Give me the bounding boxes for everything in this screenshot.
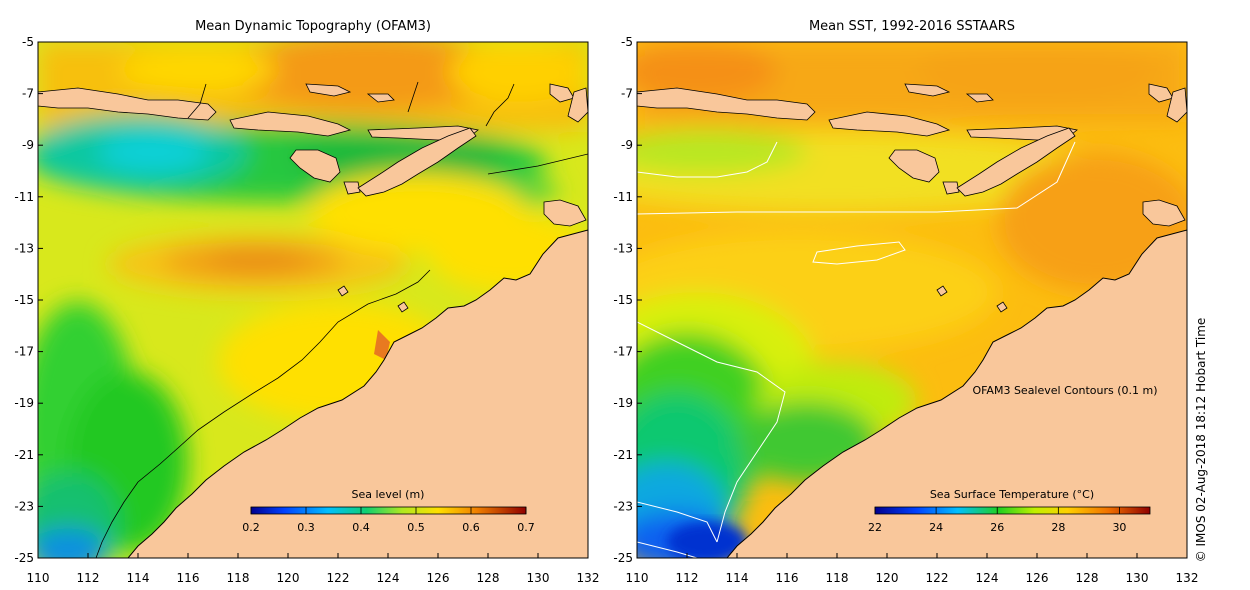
x-tick-label: 112 bbox=[676, 571, 699, 585]
y-tick-label: -19 bbox=[14, 396, 34, 410]
topography-colorbar: Sea level (m) 0.2 0.3 0.4 0.5 0.6 0.7 bbox=[242, 488, 535, 534]
x-tick-label: 130 bbox=[527, 571, 550, 585]
colorbar-tick-label: 0.2 bbox=[242, 521, 260, 534]
y-tick-label: -17 bbox=[14, 345, 34, 359]
colorbar-tick-label: 0.3 bbox=[297, 521, 315, 534]
x-tick-label: 120 bbox=[277, 571, 300, 585]
colorbar-tick-label: 0.6 bbox=[462, 521, 480, 534]
y-tick-label: -23 bbox=[14, 499, 34, 513]
sst-map bbox=[637, 42, 1187, 558]
y-tick-label: -19 bbox=[613, 396, 633, 410]
topography-title: Mean Dynamic Topography (OFAM3) bbox=[195, 19, 431, 34]
x-tick-label: 114 bbox=[726, 571, 749, 585]
y-tick-label: -21 bbox=[613, 448, 633, 462]
x-tick-label: 110 bbox=[27, 571, 50, 585]
sst-title: Mean SST, 1992-2016 SSTAARS bbox=[809, 19, 1015, 34]
imos-credit: © IMOS 02-Aug-2018 18:12 Hobart Time bbox=[1194, 318, 1208, 563]
x-tick-label: 126 bbox=[427, 571, 450, 585]
x-tick-label: 126 bbox=[1026, 571, 1049, 585]
topography-panel: Mean Dynamic Topography (OFAM3) bbox=[37, 19, 589, 559]
sst-colorbar: Sea Surface Temperature (°C) 22 24 26 28 30 bbox=[868, 488, 1151, 534]
x-tick-label: 118 bbox=[227, 571, 250, 585]
y-tick-label: -25 bbox=[613, 551, 633, 565]
x-tick-label: 116 bbox=[177, 571, 200, 585]
y-tick-label: -5 bbox=[22, 35, 34, 49]
colorbar-tick-label: 28 bbox=[1051, 521, 1065, 534]
x-tick-label: 116 bbox=[776, 571, 799, 585]
colorbar-tick-label: 0.4 bbox=[352, 521, 370, 534]
y-tick-label: -7 bbox=[22, 87, 34, 101]
sst-panel: Mean SST, 1992-2016 SSTAARS bbox=[636, 19, 1188, 559]
colorbar-tick-label: 26 bbox=[990, 521, 1004, 534]
y-tick-label: -25 bbox=[14, 551, 34, 565]
y-tick-label: -9 bbox=[621, 138, 633, 152]
y-tick-label: -15 bbox=[613, 293, 633, 307]
y-tick-label: -23 bbox=[613, 499, 633, 513]
y-tick-label: -15 bbox=[14, 293, 34, 307]
colorbar-tick-label: 0.5 bbox=[407, 521, 425, 534]
colorbar-tick-label: 22 bbox=[868, 521, 882, 534]
colorbar-tick-label: 0.7 bbox=[517, 521, 535, 534]
y-tick-label: -17 bbox=[613, 345, 633, 359]
x-tick-label: 128 bbox=[1076, 571, 1099, 585]
x-tick-label: 132 bbox=[577, 571, 600, 585]
y-tick-label: -11 bbox=[613, 190, 633, 204]
x-tick-label: 122 bbox=[926, 571, 949, 585]
x-tick-label: 118 bbox=[826, 571, 849, 585]
x-tick-label: 122 bbox=[327, 571, 350, 585]
x-tick-label: 114 bbox=[127, 571, 150, 585]
x-tick-label: 110 bbox=[626, 571, 649, 585]
contour-annotation: OFAM3 Sealevel Contours (0.1 m) bbox=[972, 384, 1157, 397]
y-tick-label: -5 bbox=[621, 35, 633, 49]
x-tick-label: 112 bbox=[77, 571, 100, 585]
x-tick-label: 128 bbox=[477, 571, 500, 585]
colorbar-tick-label: 24 bbox=[929, 521, 943, 534]
x-tick-label: 120 bbox=[876, 571, 899, 585]
y-tick-label: -11 bbox=[14, 190, 34, 204]
x-tick-label: 124 bbox=[976, 571, 999, 585]
y-tick-label: -7 bbox=[621, 87, 633, 101]
y-tick-label: -9 bbox=[22, 138, 34, 152]
y-tick-label: -13 bbox=[14, 241, 34, 255]
y-tick-label: -21 bbox=[14, 448, 34, 462]
x-tick-label: 130 bbox=[1126, 571, 1149, 585]
x-tick-label: 132 bbox=[1176, 571, 1199, 585]
topography-map bbox=[38, 42, 588, 558]
topography-colorbar-label: Sea level (m) bbox=[352, 488, 425, 501]
y-tick-label: -13 bbox=[613, 241, 633, 255]
colorbar-tick-label: 30 bbox=[1112, 521, 1126, 534]
axis-ticks: 110 112 114 116 118 120 122 124 126 128 130 132 -5 -7… bbox=[14, 35, 1198, 585]
x-tick-label: 124 bbox=[377, 571, 400, 585]
sst-colorbar-label: Sea Surface Temperature (°C) bbox=[930, 488, 1094, 501]
